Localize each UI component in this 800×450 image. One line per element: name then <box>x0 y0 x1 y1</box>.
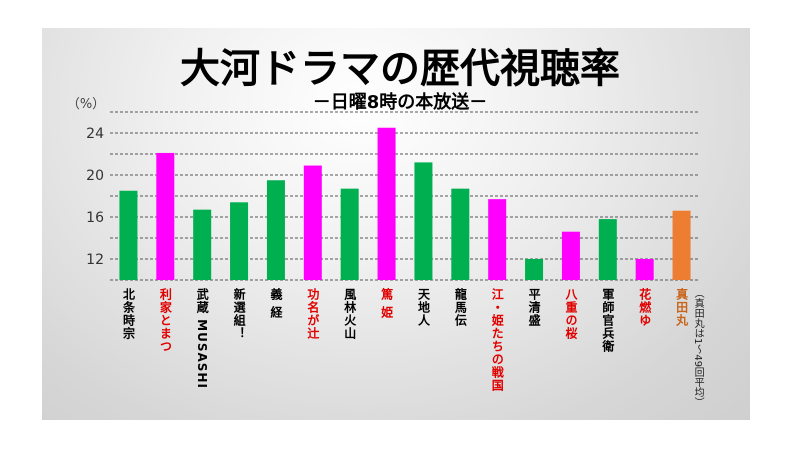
category-label: 天地人 <box>416 288 430 327</box>
bar <box>303 165 322 280</box>
y-tick-label: 24 <box>86 126 104 142</box>
category-label: 風林火山 <box>343 288 357 340</box>
category-label: 真田丸 <box>675 287 689 327</box>
category-label: 花燃ゆ <box>638 287 652 327</box>
annotation-note: （真田丸は1～49回平均） <box>692 288 704 407</box>
bar <box>377 127 396 280</box>
category-label: 北条時宗 <box>121 287 135 340</box>
category-label: 平清盛 <box>527 288 541 327</box>
bar <box>156 152 175 280</box>
bar <box>525 259 544 280</box>
bar <box>340 188 359 280</box>
y-tick-label: 12 <box>86 252 104 268</box>
category-label: 武蔵 MUSASHI <box>195 287 209 389</box>
chart-title: 大河ドラマの歴代視聴率 <box>180 46 620 92</box>
bar <box>414 162 433 280</box>
bar <box>672 210 691 280</box>
y-tick-label: 20 <box>86 168 104 184</box>
chart-subtitle: －日曜8時の本放送－ <box>313 91 488 113</box>
bar <box>561 231 580 280</box>
category-label: 龍馬伝 <box>453 287 467 327</box>
category-label: 功名が辻 <box>306 287 320 340</box>
y-axis-unit: （%） <box>67 97 105 112</box>
category-label: 新選組！ <box>232 287 246 340</box>
category-label: 江・姫たちの戦国 <box>490 287 504 392</box>
category-label: 義 経 <box>269 287 283 320</box>
category-label: 八重の桜 <box>564 288 578 340</box>
category-label: 篤 姫 <box>380 287 394 320</box>
bar <box>598 219 617 280</box>
bar <box>119 190 138 280</box>
bar <box>488 199 507 280</box>
category-label: 利家とまつ <box>158 287 172 353</box>
bar <box>266 180 285 280</box>
bar <box>230 202 249 280</box>
category-label: 軍師官兵衛 <box>601 288 615 353</box>
bar <box>193 209 212 280</box>
bar <box>635 259 654 280</box>
y-tick-label: 16 <box>86 210 104 226</box>
bar <box>451 188 470 280</box>
